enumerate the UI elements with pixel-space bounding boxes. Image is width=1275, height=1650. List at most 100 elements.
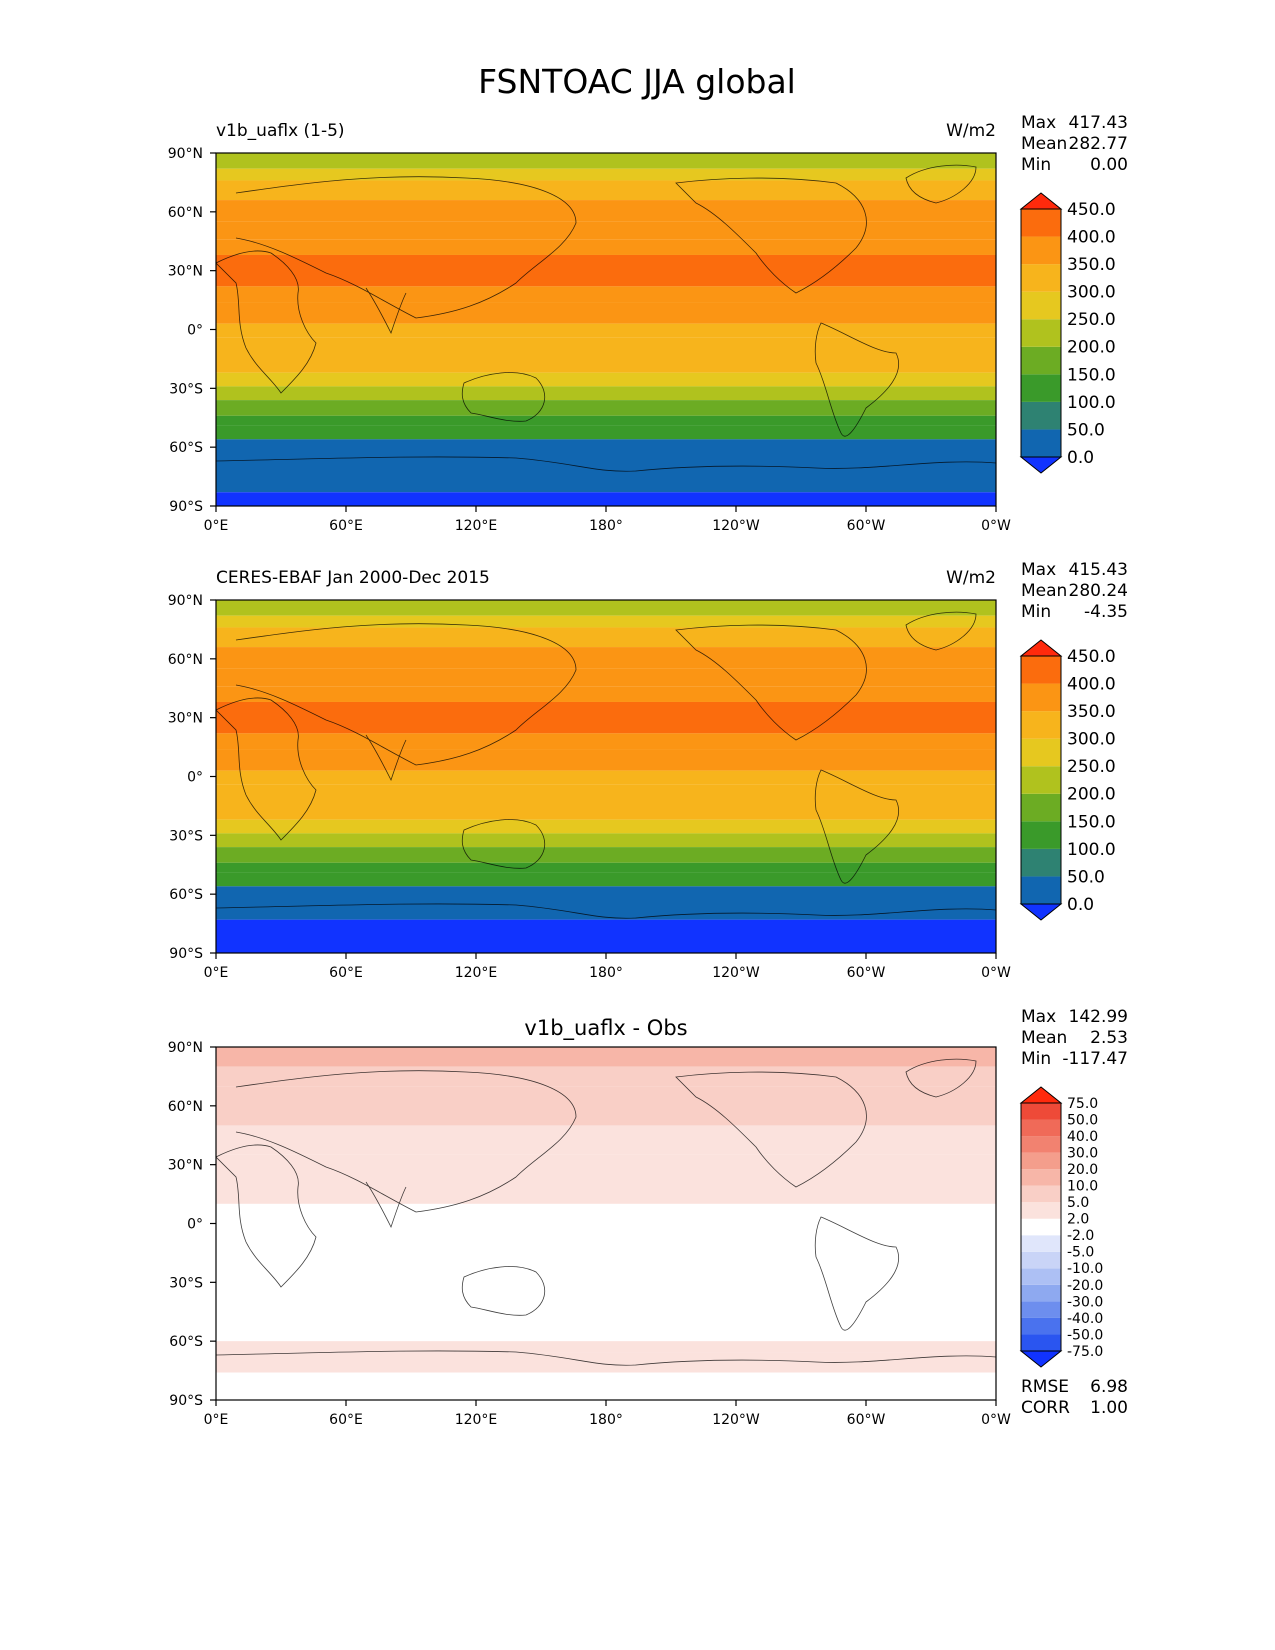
stat-label: Min <box>1021 602 1051 622</box>
figure-title: FSNTOAC JJA global <box>478 62 796 101</box>
coastline-antarctica <box>216 903 996 919</box>
zonal-band <box>216 668 996 687</box>
colorbar-extend-bottom <box>1019 456 1063 474</box>
stat-label: Max <box>1021 113 1056 133</box>
y-tick-label: 0° <box>187 323 203 339</box>
colorbar-label: 100.0 <box>1067 840 1116 860</box>
zonal-band <box>216 239 996 255</box>
colorbar-extend-bottom <box>1019 1350 1063 1368</box>
colorbar-segment <box>1021 1268 1061 1285</box>
stat-value: -117.47 <box>1062 1049 1128 1069</box>
y-axis-ticks: 90°N 60°N 30°N 0° 30°S 60°S 90°S <box>168 1040 216 1409</box>
x-tick-label: 60°W <box>847 518 886 534</box>
x-tick-label: 0°W <box>981 1412 1011 1428</box>
colorbar-frame <box>1020 208 1062 458</box>
stat-value: 6.98 <box>1090 1377 1128 1397</box>
colorbar-label: -5.0 <box>1067 1245 1094 1261</box>
zonal-band <box>216 1341 996 1353</box>
stat-value: 282.77 <box>1069 134 1128 154</box>
panel-difference: v1b_uaflx - Obs 90°N60°N30°N0°30°S60°S90… <box>168 1007 1128 1428</box>
colorbar-label: 400.0 <box>1067 675 1116 695</box>
x-tick-label: 60°W <box>847 1412 886 1428</box>
y-tick-label: 60°N <box>168 205 203 221</box>
coastline-eurasia <box>235 623 577 766</box>
zonal-band <box>216 886 996 920</box>
y-tick-label: 90°S <box>169 499 203 515</box>
stat-label: Max <box>1021 1007 1056 1027</box>
coastline-india <box>365 1181 407 1229</box>
colorbar-frame <box>1020 655 1062 905</box>
stat-value: 0.00 <box>1090 155 1128 175</box>
colorbar-segment <box>1021 1284 1061 1302</box>
colorbar-segment <box>1021 1334 1061 1351</box>
colorbar: 0.0 50.0 100.0 150.0 200.0 250.0 300.0 350.0 400… <box>1019 639 1116 921</box>
zonal-band <box>216 492 996 506</box>
colorbar-segment <box>1021 346 1061 375</box>
x-tick-label: 0°W <box>981 965 1011 981</box>
colorbar-label: 75.0 <box>1067 1096 1098 1112</box>
x-axis-ticks: 0°E 60°E 120°E 180° 120°W 60°W 0°W <box>204 953 1011 981</box>
zonal-band <box>216 919 996 953</box>
colorbar-label: 50.0 <box>1067 867 1105 887</box>
colorbar-segment <box>1021 429 1061 457</box>
y-tick-label: 30°N <box>168 711 203 727</box>
x-tick-label: 0°W <box>981 518 1011 534</box>
x-tick-label: 60°E <box>329 965 363 981</box>
coastlines <box>216 164 996 472</box>
coastline-north-america <box>675 177 867 294</box>
coastlines <box>216 611 996 919</box>
panel-observation: CERES-EBAF Jan 2000-Dec 2015 W/m2 90°N 60… <box>168 560 1128 981</box>
x-tick-label: 120°W <box>712 965 760 981</box>
panel-title-left: CERES-EBAF Jan 2000-Dec 2015 <box>216 568 490 588</box>
zonal-band <box>216 600 996 616</box>
y-tick-label: 60°S <box>169 1334 203 1350</box>
colorbar-label: 200.0 <box>1067 785 1116 805</box>
zonal-band <box>216 1125 996 1155</box>
y-axis-ticks: 90°N 60°N 30°N 0° 30°S 60°S 90°S <box>168 593 216 962</box>
colorbar-label: -40.0 <box>1067 1311 1103 1327</box>
stat-label: Mean <box>1021 134 1067 154</box>
stat-value: -4.35 <box>1084 602 1128 622</box>
colorbar-segment <box>1021 1235 1061 1252</box>
zonal-band <box>216 439 996 493</box>
coastline-north-america <box>675 624 867 741</box>
zonal-band <box>216 168 996 181</box>
colorbar-label: 150.0 <box>1067 812 1116 832</box>
panel-model: v1b_uaflx (1-5) W/m2 90°N 60°N 30°N 0° 30°S 6… <box>168 113 1128 534</box>
colorbar-segment <box>1021 683 1061 712</box>
coastline-australia <box>461 819 546 869</box>
zonal-band <box>216 686 996 702</box>
panel-title-right: W/m2 <box>946 121 996 141</box>
zonal-band <box>216 615 996 628</box>
zonal-bands <box>216 153 996 506</box>
x-axis-ticks: 0°E 60°E 120°E 180° 120°W 60°W 0°W <box>204 1400 1011 1428</box>
colorbar: 0.0 50.0 100.0 150.0 200.0 250.0 300.0 350.0 400… <box>1019 192 1116 474</box>
y-tick-label: 30°N <box>168 264 203 280</box>
y-tick-label: 30°S <box>169 828 203 844</box>
zonal-band <box>216 1203 996 1342</box>
zonal-band <box>216 733 996 750</box>
colorbar-segment <box>1021 1301 1061 1318</box>
stat-value: 142.99 <box>1069 1007 1128 1027</box>
colorbar-label: 150.0 <box>1067 365 1116 385</box>
map-plot-area <box>216 1047 996 1400</box>
x-tick-label: 120°W <box>712 518 760 534</box>
x-tick-label: 60°E <box>329 518 363 534</box>
stat-label: CORR <box>1021 1398 1070 1418</box>
zonal-band <box>216 1154 996 1204</box>
colorbar-segment <box>1021 1185 1061 1203</box>
colorbar-extend-top <box>1019 639 1063 657</box>
coastline-north-america <box>675 1071 867 1188</box>
zonal-band <box>216 770 996 785</box>
colorbar-segment <box>1021 401 1061 430</box>
y-tick-label: 60°S <box>169 440 203 456</box>
colorbar-segment <box>1021 291 1061 320</box>
coastline-europe-africa <box>216 250 317 394</box>
colorbar-label: 250.0 <box>1067 310 1116 330</box>
y-tick-label: 0° <box>187 1217 203 1233</box>
y-tick-label: 90°N <box>168 146 203 162</box>
colorbar-segment <box>1021 1169 1061 1186</box>
y-tick-label: 60°S <box>169 887 203 903</box>
colorbar-frame <box>1020 1102 1062 1352</box>
